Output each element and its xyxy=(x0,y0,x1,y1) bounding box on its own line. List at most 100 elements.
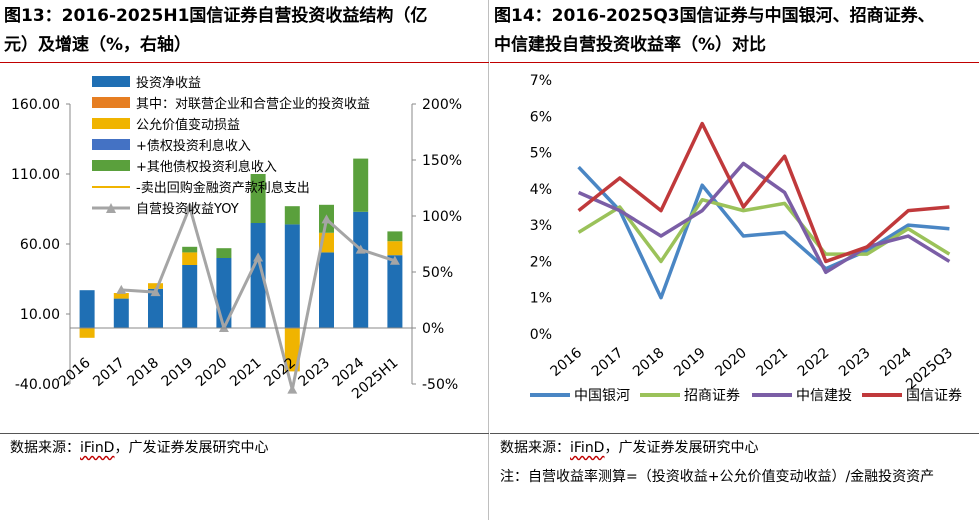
bar-investment_income xyxy=(284,224,300,328)
bar-fair_value xyxy=(387,241,403,256)
left-xtick-label: 2023 xyxy=(295,355,333,390)
legend-swatch-fair_value xyxy=(92,118,130,129)
right-xtick-label: 2016 xyxy=(548,345,586,380)
bar-other_debt_interest xyxy=(284,206,300,225)
right-source-brand: iFinD xyxy=(570,440,605,456)
right-source: 数据来源：iFinD，广发证券发展研究中心 xyxy=(500,438,758,458)
left-figure-panel: 图13：2016-2025H1国信证券自营投资收益结构（亿 元）及增速（%，右轴… xyxy=(0,0,489,520)
left-ytick-label: 60.00 xyxy=(20,237,60,253)
left-title-line2: 元）及增速（%，右轴） xyxy=(4,35,192,55)
legend-label-csc: 中信建投 xyxy=(796,388,852,404)
yoy-marker xyxy=(150,287,161,297)
right-source-suffix: ，广发证券发展研究中心 xyxy=(604,440,759,456)
right-title-rule xyxy=(490,62,979,63)
left-xtick-label: 2018 xyxy=(124,355,162,390)
panel-divider xyxy=(488,0,489,520)
right-xtick-label: 2020 xyxy=(712,345,750,380)
yoy-marker xyxy=(321,214,332,224)
right-ytick-label: 0% xyxy=(530,327,552,343)
bar-investment_income xyxy=(387,255,403,328)
legend-swatch-other_debt_interest xyxy=(92,160,130,171)
legend-marker-yoy xyxy=(106,203,116,213)
right-ytick-label: 4% xyxy=(530,182,552,198)
left-source: 数据来源：iFinD，广发证券发展研究中心 xyxy=(10,438,268,458)
bar-investment_income xyxy=(148,288,163,328)
left-xtick-label: 2020 xyxy=(193,355,231,390)
yoy-marker xyxy=(184,202,195,212)
right-title-line1: 图14：2016-2025Q3国信证券与中国银河、招商证券、 xyxy=(494,6,935,26)
line-csc xyxy=(577,161,951,275)
bar-other_debt_interest xyxy=(387,231,403,242)
left-ytick-label: -40.00 xyxy=(15,377,60,393)
bar-investment_income xyxy=(353,211,369,328)
left-source-brand: iFinD xyxy=(80,440,115,456)
bar-investment_income xyxy=(319,252,334,328)
yoy-marker xyxy=(389,255,400,265)
legend-label-galaxy: 中国银河 xyxy=(574,388,630,404)
legend-label-investment_income: 投资净收益 xyxy=(136,75,201,91)
right-xtick-label: 2023 xyxy=(836,345,874,380)
left-title-line1: 图13：2016-2025H1国信证券自营投资收益结构（亿 xyxy=(4,6,428,26)
legend-label-debt_interest: +债权投资利息收入 xyxy=(136,138,251,154)
left-source-prefix: 数据来源： xyxy=(10,440,80,456)
line-guosen xyxy=(577,121,950,264)
left-xtick-label: 2016 xyxy=(56,355,94,390)
left-xtick-label: 2021 xyxy=(227,355,265,390)
right-ytick-label: 6% xyxy=(530,109,552,125)
line-cmsc xyxy=(577,197,951,264)
right-xtick-label: 2019 xyxy=(671,345,709,380)
legend-label-cmsc: 招商证券 xyxy=(684,388,740,404)
right-xtick-label: 2018 xyxy=(630,345,668,380)
left-y2tick-label: 0% xyxy=(422,321,444,337)
left-y2tick-label: 100% xyxy=(422,209,462,225)
legend-label-fair_value: 公允价值变动损益 xyxy=(136,117,240,133)
bar-other_debt_interest xyxy=(182,246,198,253)
left-y2tick-label: 50% xyxy=(422,265,453,281)
bar-fair_value xyxy=(284,328,300,372)
right-source-rule xyxy=(490,433,979,434)
yoy-marker xyxy=(355,244,366,254)
bar-investment_income xyxy=(79,290,95,328)
left-source-suffix: ，广发证券发展研究中心 xyxy=(114,440,269,456)
legend-label-guosen: 国信证券 xyxy=(906,388,962,404)
right-ytick-label: 7% xyxy=(530,73,552,89)
legend-label-repo_expense: -卖出回购金融资产款利息支出 xyxy=(136,180,310,196)
left-ytick-label: 110.00 xyxy=(11,167,60,183)
right-title-line2: 中信建投自营投资收益率（%）对比 xyxy=(494,35,767,55)
yoy-marker xyxy=(253,252,264,262)
right-ytick-label: 2% xyxy=(530,254,552,270)
bar-fair_value xyxy=(113,293,129,299)
yoy-marker xyxy=(116,284,127,294)
right-xtick-label: 2021 xyxy=(754,345,792,380)
legend-label-jv_income: 其中：对联营企业和合营企业的投资收益 xyxy=(136,96,370,112)
right-note: 注：自营收益率测算=（投资收益+公允价值变动收益）/金融投资资产 xyxy=(500,469,935,485)
right-source-prefix: 数据来源： xyxy=(500,440,570,456)
legend-label-yoy: 自营投资收益YOY xyxy=(136,201,239,217)
bar-investment_income xyxy=(250,223,266,328)
bar-other_debt_interest xyxy=(353,158,369,212)
legend-swatch-investment_income xyxy=(92,76,130,87)
left-xtick-label: 2017 xyxy=(90,355,128,390)
legend-swatch-jv_income xyxy=(92,97,130,108)
right-ytick-label: 1% xyxy=(530,291,552,307)
left-title-rule xyxy=(0,62,489,63)
left-y2tick-label: -50% xyxy=(422,377,458,393)
left-bar-chart: 160.00 110.00 60.00 10.00 -40.00 200% 150% 100%… xyxy=(11,75,462,402)
left-ytick-label: 10.00 xyxy=(20,307,60,323)
left-xtick-label: 2019 xyxy=(159,355,197,390)
legend-label-other_debt_interest: +其他债权投资利息收入 xyxy=(136,159,277,175)
bar-investment_income xyxy=(182,265,198,328)
left-ytick-label: 160.00 xyxy=(11,97,60,113)
line-galaxy xyxy=(577,165,950,300)
legend-swatch-debt_interest xyxy=(92,139,130,150)
left-y2tick-label: 200% xyxy=(422,97,462,113)
right-xtick-label: 2025Q3 xyxy=(903,345,956,393)
bar-fair_value xyxy=(148,283,163,289)
right-xtick-label: 2017 xyxy=(589,345,627,380)
right-figure-panel: 图14：2016-2025Q3国信证券与中国银河、招商证券、 中信建投自营投资收… xyxy=(490,0,979,520)
right-ytick-label: 3% xyxy=(530,218,552,234)
bar-investment_income xyxy=(113,298,129,328)
right-xtick-label: 2022 xyxy=(795,345,833,380)
right-line-chart: 7% 6% 5% 4% 3% 2% 1% 0% 2016 2017 2018 2019 2020 2021… xyxy=(530,73,962,404)
right-figure-title: 图14：2016-2025Q3国信证券与中国银河、招商证券、 中信建投自营投资收… xyxy=(494,2,935,60)
